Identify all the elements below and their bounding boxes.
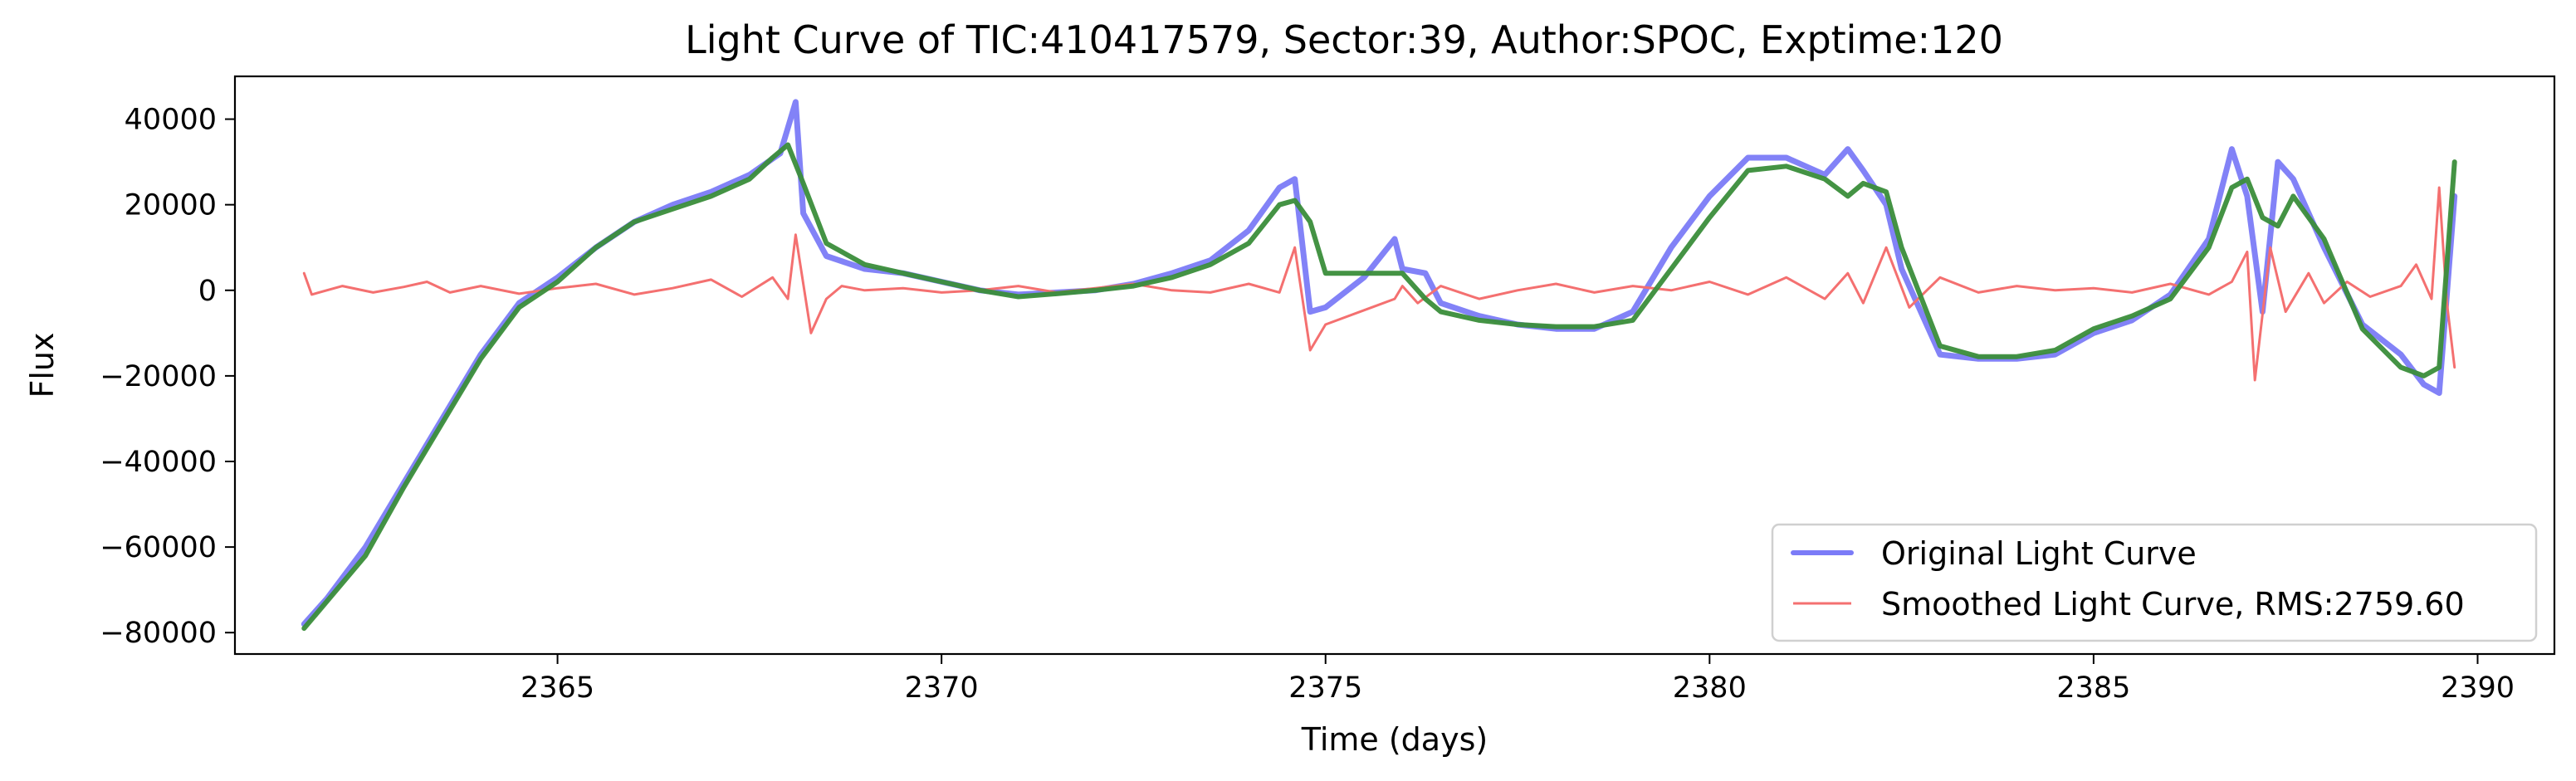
plot-area <box>233 75 2556 656</box>
y-axis-ticks: 40000 20000 0 −20000 −40000 −60000 −80000 <box>100 104 235 650</box>
x-tick-label: 2385 <box>2056 671 2130 705</box>
x-axis-ticks: 2365 2370 2375 2380 2385 2390 <box>521 654 2515 705</box>
y-tick-label: −60000 <box>100 531 217 564</box>
x-axis-label: Time (days) <box>1301 721 1488 758</box>
y-tick-label: −80000 <box>100 617 217 650</box>
y-axis-label: Flux <box>24 333 61 398</box>
series-layer <box>301 99 2458 632</box>
legend: Original Light Curve Smoothed Light Curv… <box>1771 523 2538 642</box>
x-tick-label: 2365 <box>521 671 594 705</box>
series-line-trend <box>301 142 2457 632</box>
y-tick-label: −40000 <box>100 446 217 479</box>
x-tick-label: 2380 <box>1673 671 1747 705</box>
y-tick-label: −20000 <box>100 360 217 393</box>
x-tick-label: 2390 <box>2441 671 2515 705</box>
series-line-smoothed <box>302 186 2456 382</box>
y-tick-label: 0 <box>198 275 217 308</box>
x-tick-label: 2375 <box>1288 671 1362 705</box>
x-tick-label: 2370 <box>905 671 979 705</box>
y-tick-label: 40000 <box>125 104 217 137</box>
axes-frame <box>233 75 2556 656</box>
y-tick-label: 20000 <box>125 189 217 222</box>
chart-title: Light Curve of TIC:410417579, Sector:39,… <box>685 17 2003 62</box>
legend-box <box>1771 523 2538 642</box>
legend-label-smoothed: Smoothed Light Curve, RMS:2759.60 <box>1881 586 2465 622</box>
series-line-original <box>301 99 2458 627</box>
legend-label-original: Original Light Curve <box>1881 535 2197 572</box>
